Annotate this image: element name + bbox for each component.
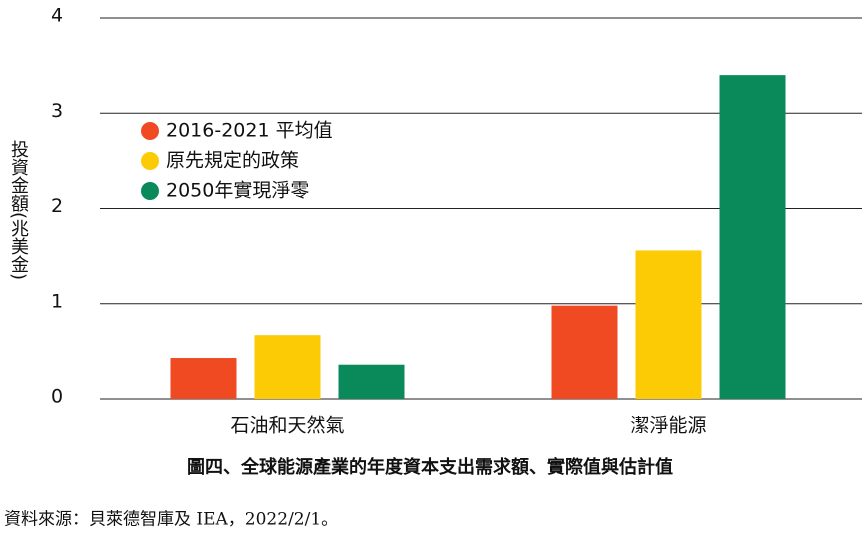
legend-marker	[141, 122, 159, 140]
y-tick-label: 3	[51, 100, 63, 122]
x-tick-label: 石油和天然氣	[230, 415, 344, 437]
bar	[719, 75, 786, 400]
source: 資料來源：貝萊德智庫及 IEA，2022/2/1。	[4, 510, 338, 530]
bar	[338, 364, 405, 399]
caption: 圖四、全球能源產業的年度資本支出需求額、實際值與估計值	[187, 456, 673, 478]
y-axis-label: 投資金額(兆美金)	[8, 140, 29, 280]
legend-label: 原先規定的政策	[166, 150, 299, 172]
y-tick-label: 1	[51, 290, 63, 312]
legend-label: 2050年實現淨零	[166, 180, 309, 202]
y-tick-label: 2	[51, 195, 63, 217]
x-tick-label: 潔淨能源	[630, 415, 706, 437]
y-tick-label: 4	[51, 5, 63, 27]
bar	[551, 305, 618, 399]
bar	[170, 358, 237, 399]
y-tick-label: 0	[51, 386, 63, 408]
bar	[635, 250, 702, 399]
legend-label: 2016-2021 平均值	[166, 120, 333, 142]
bar	[254, 335, 321, 399]
legend-marker	[141, 152, 159, 170]
legend-marker	[141, 182, 159, 200]
